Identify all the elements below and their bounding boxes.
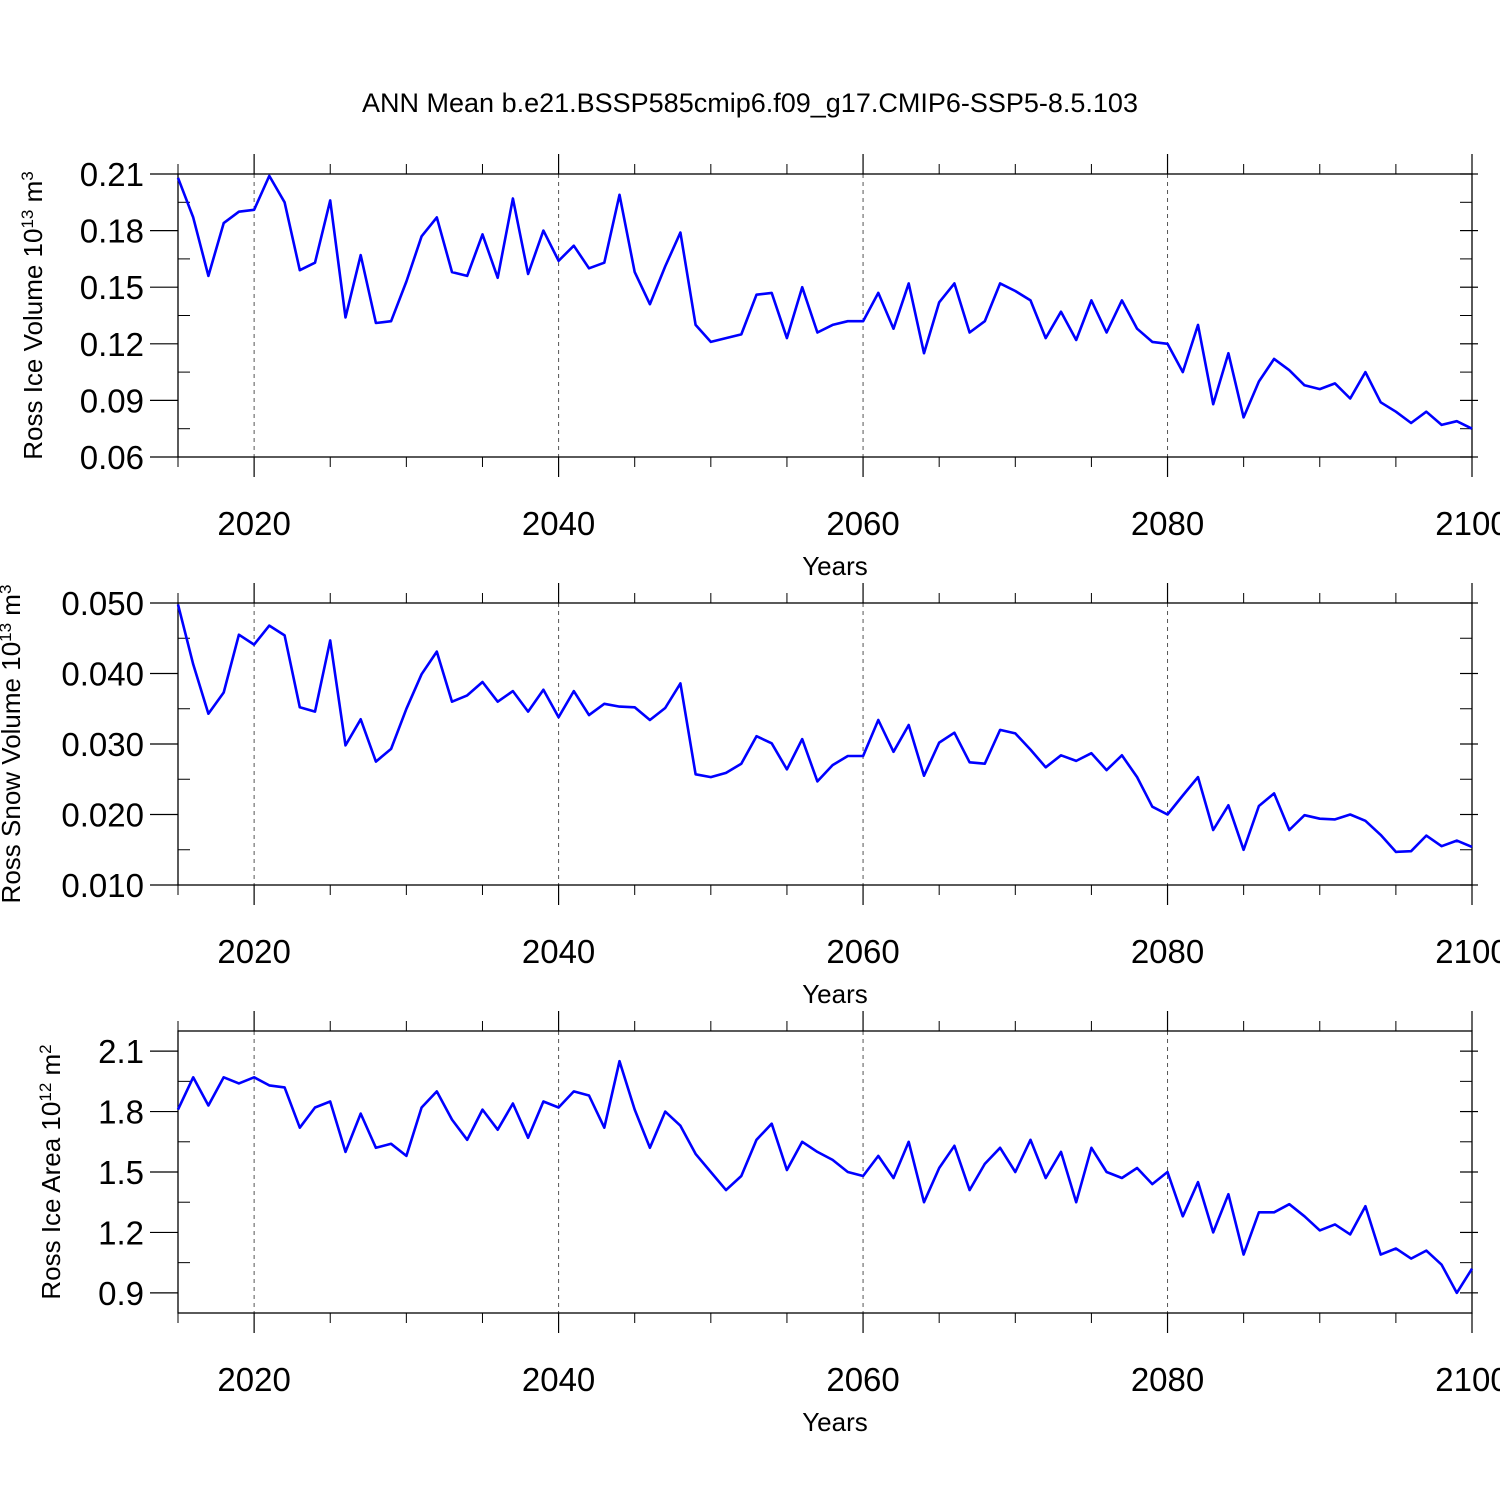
y-tick-label: 0.010 (61, 867, 144, 904)
x-tick-label: 2080 (1131, 933, 1204, 970)
x-tick-label: 2020 (217, 1361, 290, 1398)
x-axis-label: Years (802, 979, 868, 1009)
x-axis-label: Years (802, 1407, 868, 1437)
x-tick-label: 2060 (826, 505, 899, 542)
y-tick-label: 0.040 (61, 656, 144, 693)
y-tick-label: 1.5 (98, 1154, 144, 1191)
figure-title: ANN Mean b.e21.BSSP585cmip6.f09_g17.CMIP… (362, 88, 1138, 118)
y-tick-label: 0.06 (80, 439, 144, 476)
y-axis-label: Ross Ice Area 1012 m2 (36, 1044, 67, 1299)
x-tick-label: 2020 (217, 933, 290, 970)
panel-ice-area: 2020 2040 2060 2080 2100 Years 0.9 1.2 1.5 1.8 2.1… (36, 1011, 1500, 1437)
y-axis-label: Ross Ice Volume 1013 m3 (18, 171, 49, 460)
y-tick-label: 0.21 (80, 156, 144, 193)
x-tick-label: 2040 (522, 933, 595, 970)
y-tick-label: 0.030 (61, 726, 144, 763)
y-tick-label: 0.050 (61, 585, 144, 622)
x-tick-label: 2080 (1131, 1361, 1204, 1398)
panel-ice-volume: 2020 2040 2060 2080 2100 Years 0.06 0.09 0.12 0.1… (18, 154, 1500, 581)
y-axis-label: Ross Snow Volume 1013 m3 (0, 585, 26, 904)
x-tick-label: 2100 (1435, 933, 1500, 970)
y-tick-label: 0.020 (61, 797, 144, 834)
x-tick-label: 2020 (217, 505, 290, 542)
series-line (176, 1059, 1474, 1295)
panel-snow-volume: 2020 2040 2060 2080 2100 Years 0.010 0.020 0.030… (0, 583, 1500, 1009)
x-tick-label: 2080 (1131, 505, 1204, 542)
y-tick-label: 1.2 (98, 1214, 144, 1251)
y-tick-label: 0.09 (80, 382, 144, 419)
x-tick-label: 2040 (522, 1361, 595, 1398)
x-tick-label: 2060 (826, 1361, 899, 1398)
x-tick-label: 2040 (522, 505, 595, 542)
series-line (176, 174, 1473, 430)
panels-group: 2020 2040 2060 2080 2100 Years 0.06 0.09 0.12 0.1… (0, 154, 1500, 1437)
x-tick-label: 2060 (826, 933, 899, 970)
y-tick-label: 0.15 (80, 269, 144, 306)
y-tick-label: 1.8 (98, 1094, 144, 1131)
y-tick-label: 0.18 (80, 213, 144, 250)
y-tick-label: 0.12 (80, 326, 144, 363)
x-tick-label: 2100 (1435, 505, 1500, 542)
y-tick-label: 2.1 (98, 1033, 144, 1070)
x-tick-label: 2100 (1435, 1361, 1500, 1398)
series-line (176, 604, 1473, 854)
x-axis-label: Years (802, 551, 868, 581)
y-tick-label: 0.9 (98, 1275, 144, 1312)
